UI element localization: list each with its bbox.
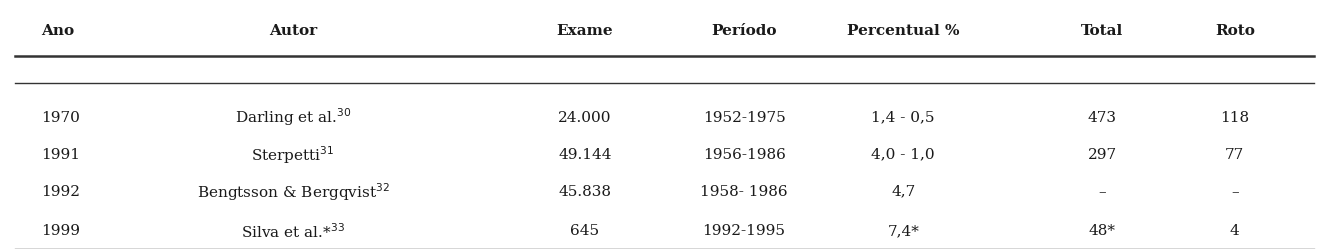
Text: 1999: 1999	[41, 224, 80, 238]
Text: 645: 645	[570, 224, 599, 238]
Text: Período: Período	[711, 24, 777, 38]
Text: 1952-1975: 1952-1975	[703, 110, 785, 124]
Text: 1992-1995: 1992-1995	[703, 224, 785, 238]
Text: 7,4*: 7,4*	[888, 224, 920, 238]
Text: Sterpetti$^{31}$: Sterpetti$^{31}$	[251, 144, 335, 166]
Text: 1,4 - 0,5: 1,4 - 0,5	[872, 110, 936, 124]
Text: Percentual %: Percentual %	[847, 24, 960, 38]
Text: 48*: 48*	[1088, 224, 1115, 238]
Text: 24.000: 24.000	[558, 110, 611, 124]
Text: 1958- 1986: 1958- 1986	[700, 185, 788, 199]
Text: Roto: Roto	[1215, 24, 1255, 38]
Text: 4,7: 4,7	[892, 185, 916, 199]
Text: Bengtsson & Bergqvist$^{32}$: Bengtsson & Bergqvist$^{32}$	[197, 181, 389, 203]
Text: 49.144: 49.144	[558, 148, 611, 162]
Text: 1992: 1992	[41, 185, 80, 199]
Text: 4: 4	[1229, 224, 1240, 238]
Text: Total: Total	[1080, 24, 1123, 38]
Text: 1956-1986: 1956-1986	[703, 148, 785, 162]
Text: –: –	[1098, 185, 1106, 199]
Text: Autor: Autor	[268, 24, 318, 38]
Text: –: –	[1231, 185, 1239, 199]
Text: Exame: Exame	[557, 24, 613, 38]
Text: 1970: 1970	[41, 110, 80, 124]
Text: Darling et al.$^{30}$: Darling et al.$^{30}$	[235, 107, 351, 128]
Text: 118: 118	[1220, 110, 1249, 124]
Text: 4,0 - 1,0: 4,0 - 1,0	[872, 148, 936, 162]
Text: 77: 77	[1225, 148, 1244, 162]
Text: 297: 297	[1087, 148, 1116, 162]
Text: 1991: 1991	[41, 148, 80, 162]
Text: 473: 473	[1087, 110, 1116, 124]
Text: 45.838: 45.838	[558, 185, 611, 199]
Text: Ano: Ano	[41, 24, 74, 38]
Text: Silva et al.*$^{33}$: Silva et al.*$^{33}$	[241, 222, 346, 241]
